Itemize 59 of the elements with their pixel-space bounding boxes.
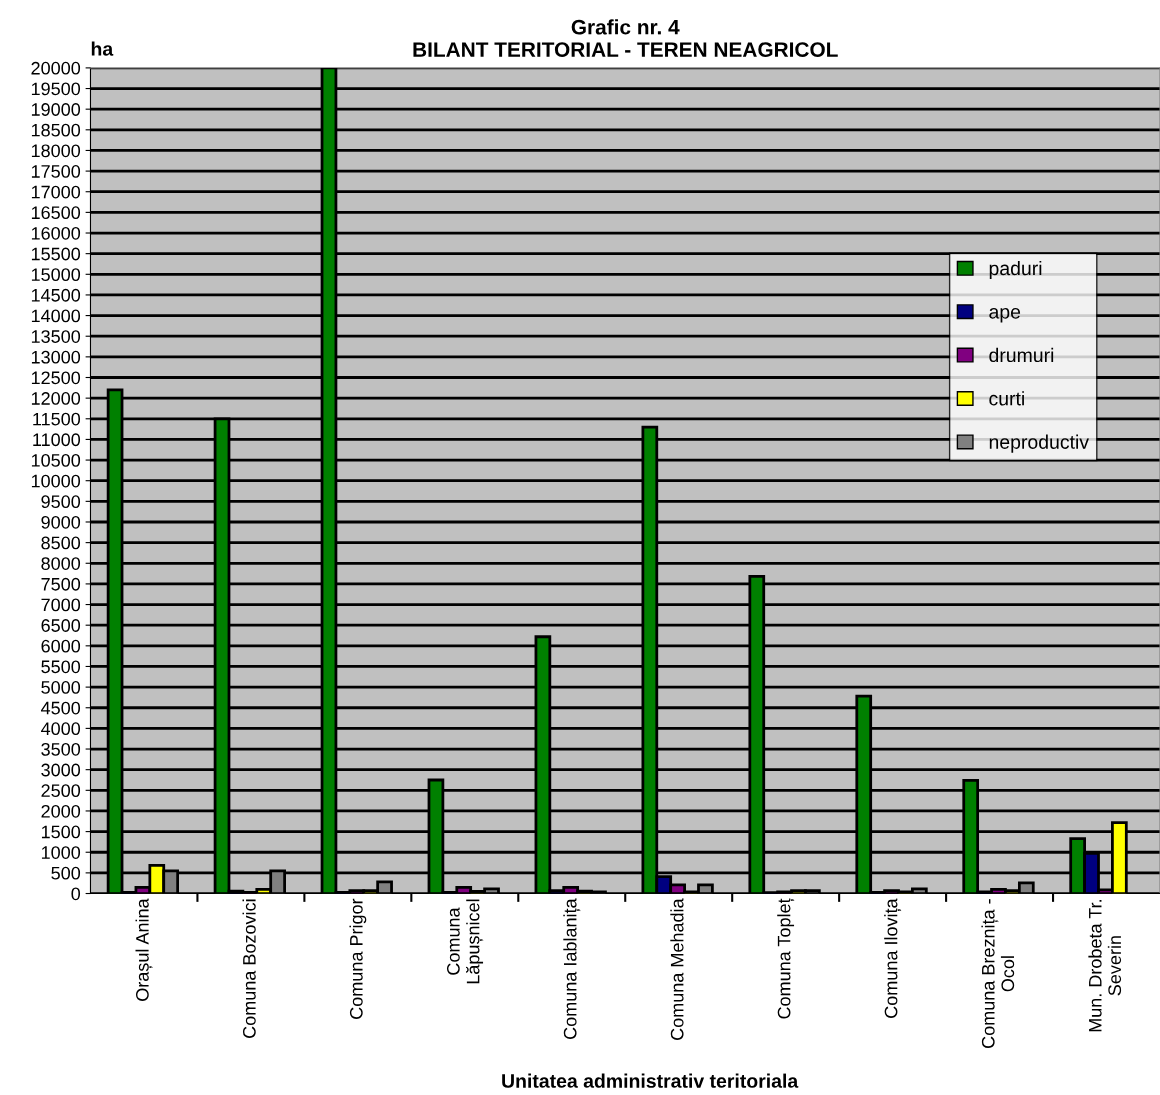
y-tick-label: 6000 — [41, 639, 81, 653]
y-tick-label: 4000 — [41, 722, 81, 736]
x-tick-label: Comuna Lăpușnicel — [446, 899, 484, 984]
y-tick-label: 16000 — [31, 226, 81, 240]
y-axis-title: ha — [91, 41, 114, 56]
y-tick-label: 14000 — [31, 309, 81, 323]
y-tick-label: 10500 — [31, 454, 81, 467]
x-tick-label: Comuna Iablanița — [563, 898, 581, 1039]
y-tick-label: 3500 — [41, 742, 81, 756]
y-tick-label: 17000 — [31, 185, 81, 199]
y-tick-label: 5000 — [41, 681, 81, 694]
x-tick-label: Mun. Drobeta Tr. Severin — [1088, 900, 1122, 1032]
y-tick-label: 9000 — [41, 515, 81, 529]
y-tick-label: 7000 — [41, 598, 81, 612]
legend-label: paduri — [989, 260, 1042, 280]
legend-label: drumuri — [989, 347, 1054, 363]
y-tick-label: 4500 — [41, 701, 81, 715]
y-tick-label: 3000 — [41, 763, 81, 777]
y-tick-label: 13500 — [31, 330, 81, 343]
legend-label: ape — [989, 308, 1021, 323]
chart-title: Grafic nr. 4 BILANT TERITORIAL - TEREN NEAGRICOL — [413, 19, 838, 57]
y-tick-label: 13000 — [31, 350, 81, 364]
y-tick-label: 19500 — [31, 82, 81, 96]
y-tick-label: 7500 — [41, 577, 81, 591]
y-tick-label: 14500 — [31, 288, 81, 302]
y-tick-label: 8000 — [41, 557, 81, 570]
y-tick-label: 12500 — [31, 371, 81, 385]
y-tick-label: 12000 — [31, 392, 81, 405]
legend-label: curti — [989, 391, 1024, 406]
y-tick-label: 5500 — [41, 660, 81, 674]
y-tick-label: 10000 — [31, 474, 81, 488]
y-tick-label: 15500 — [31, 247, 81, 261]
y-tick-label: 20000 — [31, 61, 81, 75]
x-tick-label: Comuna Mehadia — [670, 898, 684, 1040]
legend-label: neproductiv — [989, 434, 1089, 453]
x-axis-title: Unitatea administrativ teritoriala — [502, 1073, 799, 1088]
y-tick-label: 9500 — [41, 495, 81, 509]
y-tick-label: 16500 — [31, 206, 81, 220]
y-tick-label: 15000 — [31, 268, 81, 282]
y-tick-label: 6500 — [41, 619, 81, 632]
y-tick-label: 500 — [51, 866, 81, 880]
x-tick-label: Comuna Breznița - Ocol — [981, 899, 1015, 1048]
y-tick-label: 18500 — [31, 123, 81, 137]
y-tick-label: 2500 — [41, 784, 81, 798]
y-tick-label: 8500 — [41, 536, 81, 550]
x-tick-label: Comuna Topleț — [777, 898, 795, 1019]
y-tick-label: 1000 — [41, 846, 81, 859]
x-tick-label: Comuna Prigor — [349, 898, 367, 1019]
y-tick-label: 19000 — [31, 103, 81, 116]
x-tick-label: Comuna Ilovița — [884, 898, 902, 1018]
y-tick-label: 17500 — [31, 165, 81, 178]
y-tick-label: 11500 — [33, 412, 81, 426]
y-tick-label: 11000 — [33, 433, 81, 447]
y-tick-label: 1500 — [41, 825, 81, 839]
x-tick-label: Comuna Bozovici — [242, 899, 256, 1038]
x-tick-label: Orașul Anina — [135, 898, 153, 1001]
y-tick-label: 18000 — [31, 144, 81, 158]
y-tick-label: 2000 — [41, 804, 81, 818]
y-tick-label: 0 — [71, 887, 81, 901]
